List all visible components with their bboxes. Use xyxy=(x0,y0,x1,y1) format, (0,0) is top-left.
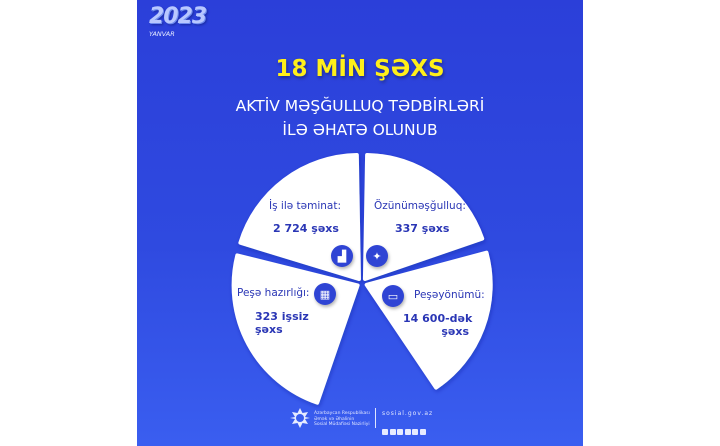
headline: 18 MİN ŞƏXS xyxy=(275,56,445,82)
infographic-poster: 2023 YANVAR 18 MİN ŞƏXS AKTİV MƏŞĞULLUQ … xyxy=(137,0,583,446)
subtitle-line-2: İLƏ ƏHATƏ OLUNUB xyxy=(282,121,438,139)
segment-label-self-employment: Özünüməşğulluq: xyxy=(374,200,466,212)
ministry-name: Azərbaycan Respublikası Əmək və Əhalinin… xyxy=(314,411,370,428)
segment-self-employment xyxy=(362,152,485,281)
youtube-icon[interactable] xyxy=(397,429,403,435)
segment-value-career-guidance-1: 14 600-dək xyxy=(403,312,473,325)
social-icons xyxy=(382,420,427,439)
instagram-icon[interactable] xyxy=(389,429,396,435)
segment-value-vocational-training-2: şəxs xyxy=(255,323,283,336)
segment-value-vocational-training-1: 323 işsiz xyxy=(255,310,309,323)
self-employed-person-icon: ✦ xyxy=(366,245,388,267)
ministry-logo xyxy=(290,408,310,428)
training-board-icon: ▦ xyxy=(314,283,336,305)
facebook-icon[interactable] xyxy=(382,429,388,435)
pie-graphic xyxy=(231,152,493,405)
worker-at-desk-icon: ▟ xyxy=(331,245,353,267)
ministry-name-line-3: Sosial Müdafiəsi Nazirliyi xyxy=(314,422,370,427)
ministry-name-line-1: Azərbaycan Respublikası xyxy=(314,411,370,416)
segment-employment xyxy=(238,153,361,282)
year-badge: 2023 xyxy=(149,4,207,29)
website-link[interactable]: sosial.gov.az xyxy=(382,410,434,417)
tiktok-icon[interactable] xyxy=(412,429,418,435)
segment-label-employment: İş ilə təminat: xyxy=(269,200,342,212)
segment-label-career-guidance: Peşəyönümü: xyxy=(414,289,485,301)
presentation-icon: ▭ xyxy=(382,285,404,307)
telegram-icon[interactable] xyxy=(404,429,411,435)
month-label: YANVAR xyxy=(149,30,175,38)
subtitle-line-1: AKTİV MƏŞĞULLUQ TƏDBİRLƏRİ xyxy=(235,97,485,115)
segment-value-self-employment: 337 şəxs xyxy=(395,222,450,235)
linkedin-icon[interactable] xyxy=(419,429,426,435)
segment-value-career-guidance-2: şəxs xyxy=(441,325,469,338)
segment-label-vocational-training: Peşə hazırlığı: xyxy=(237,287,310,299)
ministry-name-line-2: Əmək və Əhalinin xyxy=(314,416,355,422)
footer-divider xyxy=(375,408,376,428)
segment-value-employment: 2 724 şəxs xyxy=(273,222,339,235)
segment-vocational-training xyxy=(231,253,360,405)
